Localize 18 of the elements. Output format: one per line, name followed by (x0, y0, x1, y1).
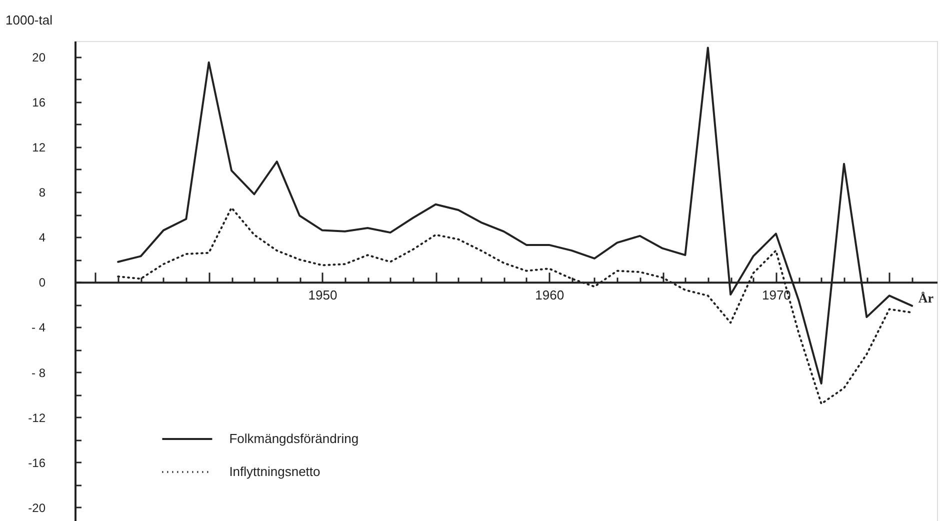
y-tick-label: 20 (32, 50, 46, 64)
y-tick-label: - 4 (31, 320, 46, 335)
y-tick-label: - 8 (31, 366, 46, 380)
y-tick-label: -20 (28, 500, 46, 515)
y-tick-label: 8 (38, 185, 46, 200)
y-tick-label: 16 (32, 95, 46, 110)
y-tick-label: 4 (38, 230, 46, 245)
x-axis-title: År (918, 290, 934, 306)
x-tick-label: 1950 (308, 288, 338, 303)
y-tick-label: -12 (28, 410, 46, 425)
y-tick-label: 0 (38, 276, 46, 290)
x-tick-label: 1970 (762, 288, 791, 303)
x-tick-label: 1960 (535, 288, 564, 303)
y-tick-label: 12 (32, 140, 46, 154)
y-tick-label: -16 (28, 456, 46, 470)
y-axis-title: 1000-tal (6, 12, 53, 28)
legend-label: Inflyttningsnetto (229, 464, 320, 479)
legend-label: Folkmängdsförändring (229, 431, 359, 446)
